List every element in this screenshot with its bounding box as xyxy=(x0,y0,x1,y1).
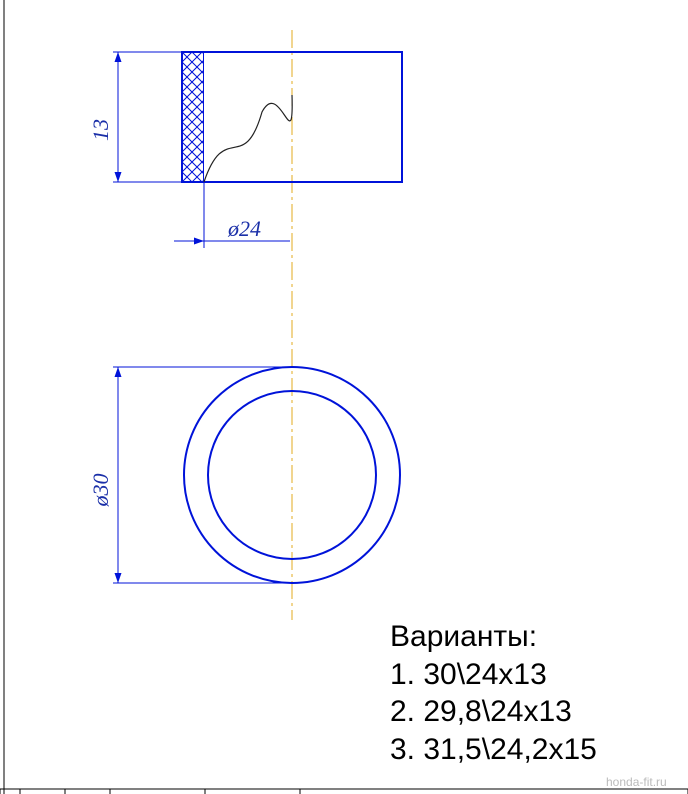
variants-block: Варианты: 1. 30\24x13 2. 29,8\24x13 3. 3… xyxy=(390,618,597,768)
svg-text:13: 13 xyxy=(88,119,113,141)
variant-2: 2. 29,8\24x13 xyxy=(390,693,597,731)
watermark-text: honda-fit.ru xyxy=(606,775,667,789)
svg-text:ø24: ø24 xyxy=(227,216,261,241)
variant-3: 3. 31,5\24,2x15 xyxy=(390,731,597,769)
svg-text:ø30: ø30 xyxy=(88,474,113,508)
variants-title: Варианты: xyxy=(390,618,597,656)
variant-1: 1. 30\24x13 xyxy=(390,656,597,694)
